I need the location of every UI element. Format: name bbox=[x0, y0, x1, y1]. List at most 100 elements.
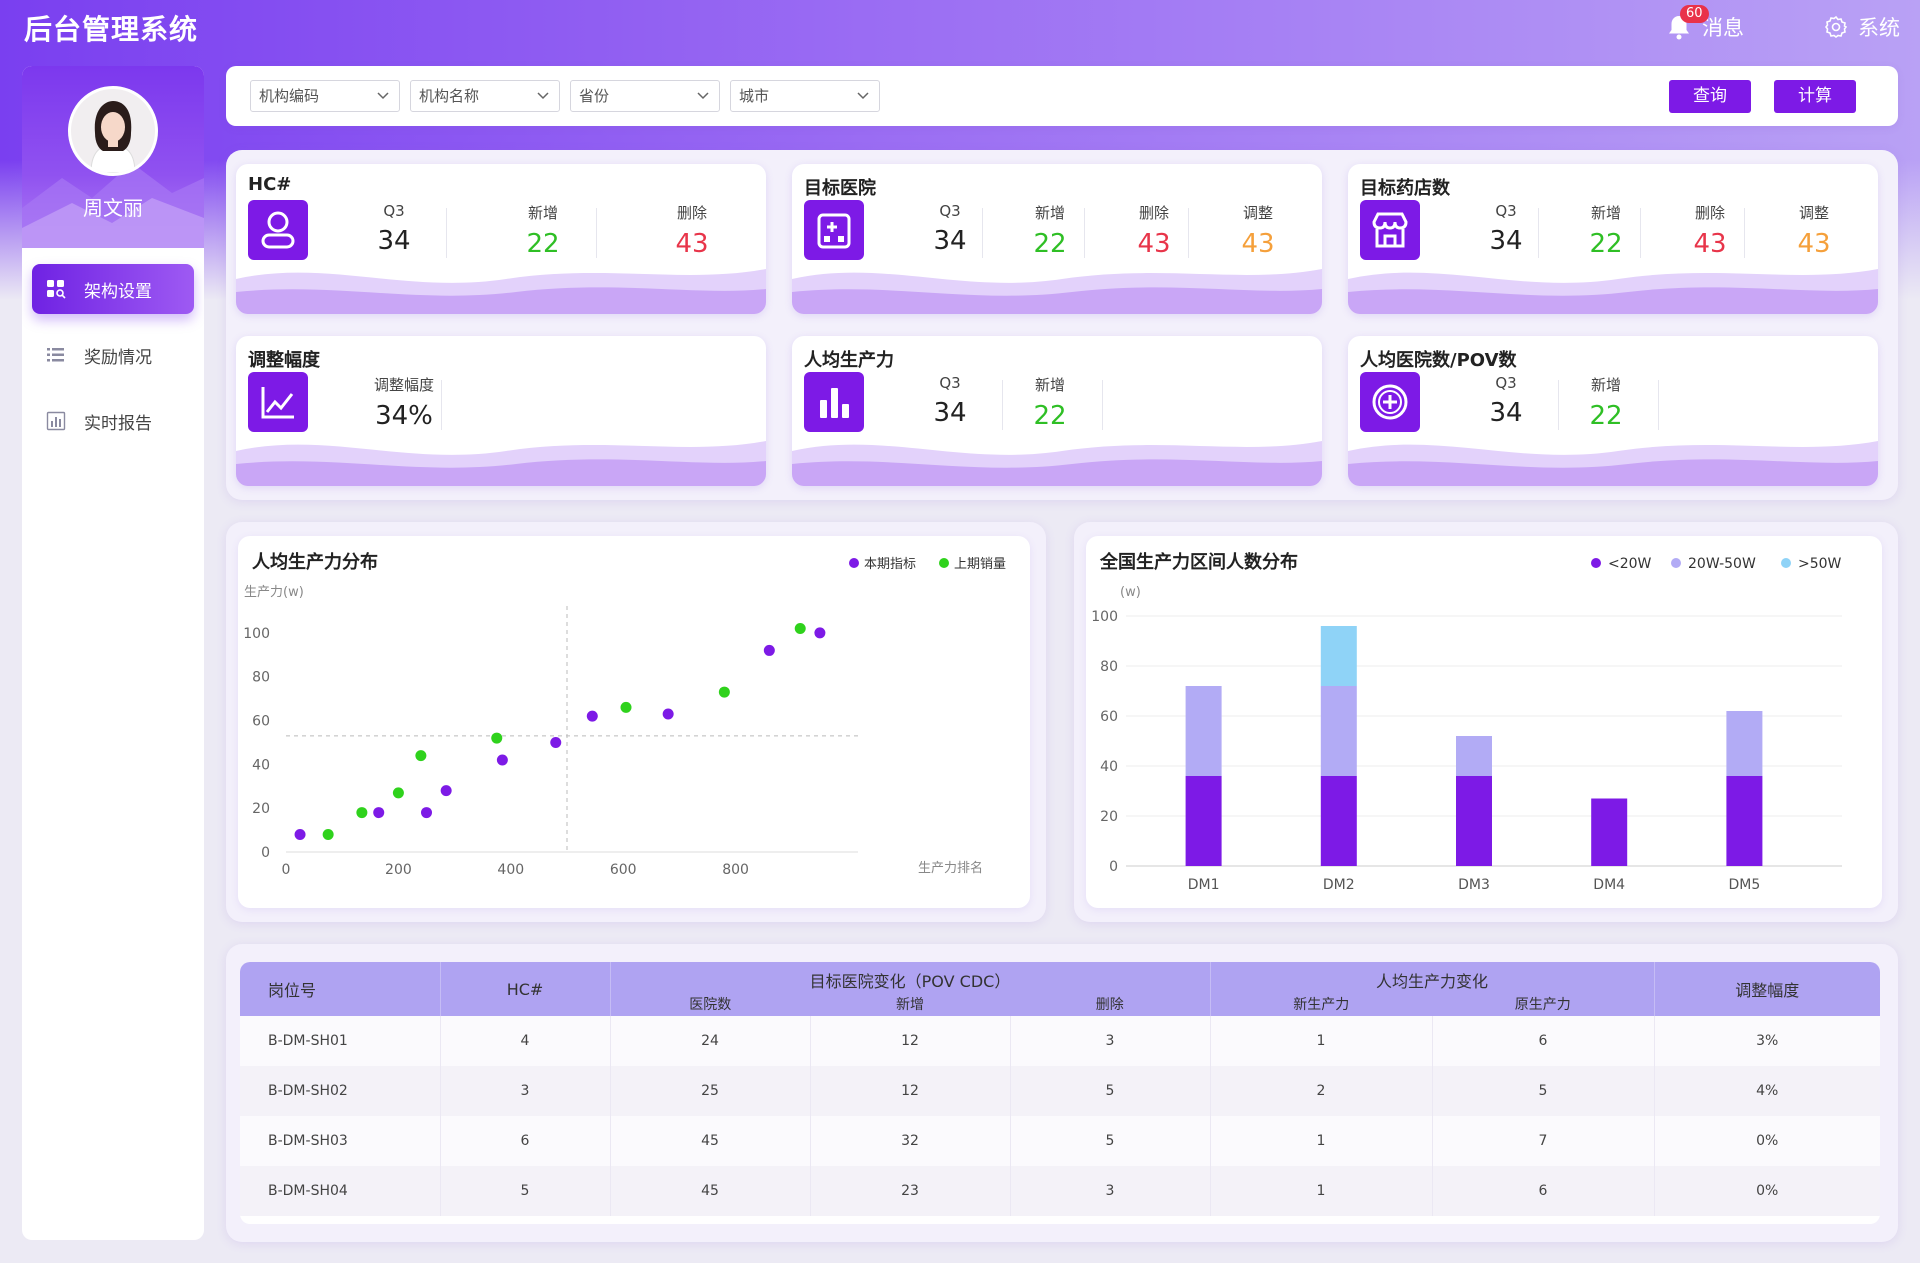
header-deleted: 删除 bbox=[1010, 992, 1211, 1016]
select-label: 机构名称 bbox=[419, 87, 480, 105]
y-axis-label: 生产力(w) bbox=[244, 585, 304, 600]
data-point bbox=[392, 787, 404, 799]
stat-metric-value: 43 bbox=[1241, 229, 1275, 259]
city-select[interactable]: 城市 bbox=[730, 80, 880, 112]
cell-new-productivity: 1 bbox=[1210, 1016, 1433, 1066]
y-tick-label: 80 bbox=[1100, 659, 1118, 675]
chart-title: 全国生产力区间人数分布 bbox=[1099, 551, 1298, 573]
cell-hospital-count: 25 bbox=[610, 1066, 811, 1116]
cell-post-id: B-DM-SH03 bbox=[240, 1116, 441, 1166]
stat-metric: 调整 43 bbox=[1208, 202, 1308, 259]
bar-chart-card: 全国生产力区间人数分布 (w) <20W 20W-50W >50W 0 20 40 60 80 10… bbox=[1086, 536, 1882, 908]
data-point bbox=[814, 627, 826, 639]
table-container: 岗位号 HC# 目标医院变化（POV CDC） 人均生产力变化 调整幅度 医院数… bbox=[240, 962, 1880, 1224]
stat-metric: 删除 43 bbox=[1660, 202, 1760, 259]
stat-metric-value: 22 bbox=[526, 229, 560, 259]
stat-metric: Q3 34 bbox=[900, 202, 1000, 256]
stat-metric: 调整 43 bbox=[1764, 202, 1864, 259]
table-row[interactable]: B-DM-SH02 3 25 12 5 2 5 4% bbox=[240, 1066, 1880, 1116]
system-button[interactable]: 系统 bbox=[1824, 12, 1900, 42]
select-label: 省份 bbox=[579, 87, 610, 105]
data-point bbox=[763, 644, 775, 656]
scatter-chart-card: 人均生产力分布 生产力(w) 本期指标 上期销量 0 20 40 60 80 100 0 200 400… bbox=[238, 536, 1030, 908]
bar-segment bbox=[1320, 686, 1357, 776]
stat-metric-label: Q3 bbox=[1495, 374, 1517, 392]
cell-added: 12 bbox=[810, 1066, 1011, 1116]
metric-divider bbox=[1744, 208, 1745, 258]
cell-post-id: B-DM-SH04 bbox=[240, 1166, 441, 1216]
stat-metric-label: Q3 bbox=[383, 202, 405, 220]
table-row[interactable]: B-DM-SH03 6 45 32 5 1 7 0% bbox=[240, 1116, 1880, 1166]
bar-chart: 全国生产力区间人数分布 (w) <20W 20W-50W >50W 0 20 40 60 80 10… bbox=[1091, 551, 1842, 893]
select-label: 机构编码 bbox=[259, 87, 320, 105]
org-name-select[interactable]: 机构名称 bbox=[410, 80, 560, 112]
stat-metric-label: 新增 bbox=[1034, 376, 1065, 394]
x-tick-label: 600 bbox=[610, 862, 637, 878]
y-tick-label: 80 bbox=[252, 670, 270, 686]
data-point bbox=[496, 754, 508, 766]
org-code-select[interactable]: 机构编码 bbox=[250, 80, 400, 112]
bar-segment bbox=[1456, 776, 1492, 866]
avatar[interactable] bbox=[68, 86, 158, 176]
table-panel: 岗位号 HC# 目标医院变化（POV CDC） 人均生产力变化 调整幅度 医院数… bbox=[226, 944, 1898, 1242]
metric-divider bbox=[1640, 208, 1641, 258]
stat-card-title: 目标药店数 bbox=[1360, 178, 1450, 199]
metric-divider bbox=[596, 208, 597, 258]
stat-metric-label: 新增 bbox=[1034, 204, 1065, 222]
stat-metric: 新增 22 bbox=[1556, 374, 1656, 431]
data-point bbox=[373, 807, 385, 819]
stat-card: HC# Q3 34 新增 22 删除 43 bbox=[236, 164, 766, 314]
cell-hc: 4 bbox=[440, 1016, 611, 1066]
wave-decoration bbox=[1348, 269, 1878, 314]
stat-metric: Q3 34 bbox=[1456, 202, 1556, 256]
stat-metric-label: Q3 bbox=[939, 374, 961, 392]
cell-new-productivity: 1 bbox=[1210, 1166, 1433, 1216]
stat-metric-label: 删除 bbox=[1694, 204, 1725, 222]
messages-button[interactable]: 60 消息 bbox=[1666, 5, 1744, 42]
data-point bbox=[550, 736, 562, 748]
bar-segment bbox=[1185, 776, 1222, 866]
query-button[interactable]: 查询 bbox=[1669, 80, 1751, 113]
bar-segment bbox=[1320, 626, 1357, 686]
cell-adjustment: 0% bbox=[1756, 1133, 1779, 1149]
sidebar-item-rewards[interactable]: 奖励情况 bbox=[32, 330, 194, 380]
cell-hospital-count: 45 bbox=[610, 1116, 811, 1166]
stat-card: 目标药店数 Q3 34 新增 22 删除 43 调整 43 bbox=[1348, 164, 1878, 314]
metric-divider bbox=[1558, 380, 1559, 430]
stat-metric-label: 新增 bbox=[527, 204, 558, 222]
chevron-down-icon bbox=[537, 92, 549, 100]
stat-metric-value: 22 bbox=[1589, 401, 1623, 431]
stat-metric-value: 34 bbox=[933, 226, 967, 256]
cell-new-productivity: 2 bbox=[1210, 1066, 1433, 1116]
stat-metric-value: 34 bbox=[377, 226, 411, 256]
y-tick-label: 40 bbox=[1100, 759, 1118, 775]
stat-card-title: HC# bbox=[248, 174, 292, 195]
stat-metric: 新增 22 bbox=[1556, 202, 1656, 259]
stat-metric-value: 34 bbox=[1489, 226, 1523, 256]
province-select[interactable]: 省份 bbox=[570, 80, 720, 112]
cell-old-productivity: 5 bbox=[1432, 1066, 1655, 1116]
stat-metric-value: 22 bbox=[1033, 401, 1067, 431]
sidebar-item-reports[interactable]: 实时报告 bbox=[32, 396, 194, 446]
table-row[interactable]: B-DM-SH01 4 24 12 3 1 6 3% bbox=[240, 1016, 1880, 1066]
legend-marker bbox=[1591, 558, 1601, 568]
top-bar: 后台管理系统 60 消息 系统 bbox=[0, 0, 1920, 56]
metric-divider bbox=[1102, 380, 1103, 430]
table-row[interactable]: B-DM-SH04 5 45 23 3 1 6 0% bbox=[240, 1166, 1880, 1216]
legend-marker bbox=[1781, 558, 1791, 568]
cell-added: 23 bbox=[810, 1166, 1011, 1216]
cell-hospital-count: 24 bbox=[610, 1016, 811, 1066]
header-post-id: 岗位号 bbox=[240, 962, 441, 1016]
notification-badge: 60 bbox=[1680, 5, 1709, 23]
legend-marker bbox=[1671, 558, 1681, 568]
cell-adjustment: 3% bbox=[1756, 1033, 1779, 1049]
sidebar-item-architecture[interactable]: 架构设置 bbox=[32, 264, 194, 314]
stat-metric-label: 删除 bbox=[1138, 204, 1169, 222]
data-point bbox=[322, 828, 334, 840]
stat-card: 目标医院 Q3 34 新增 22 删除 43 调整 43 bbox=[792, 164, 1322, 314]
cell-added: 12 bbox=[810, 1016, 1011, 1066]
calculate-button[interactable]: 计算 bbox=[1774, 80, 1856, 113]
stat-metric-value: 22 bbox=[1033, 229, 1067, 259]
x-tick-label: DM3 bbox=[1458, 877, 1490, 893]
